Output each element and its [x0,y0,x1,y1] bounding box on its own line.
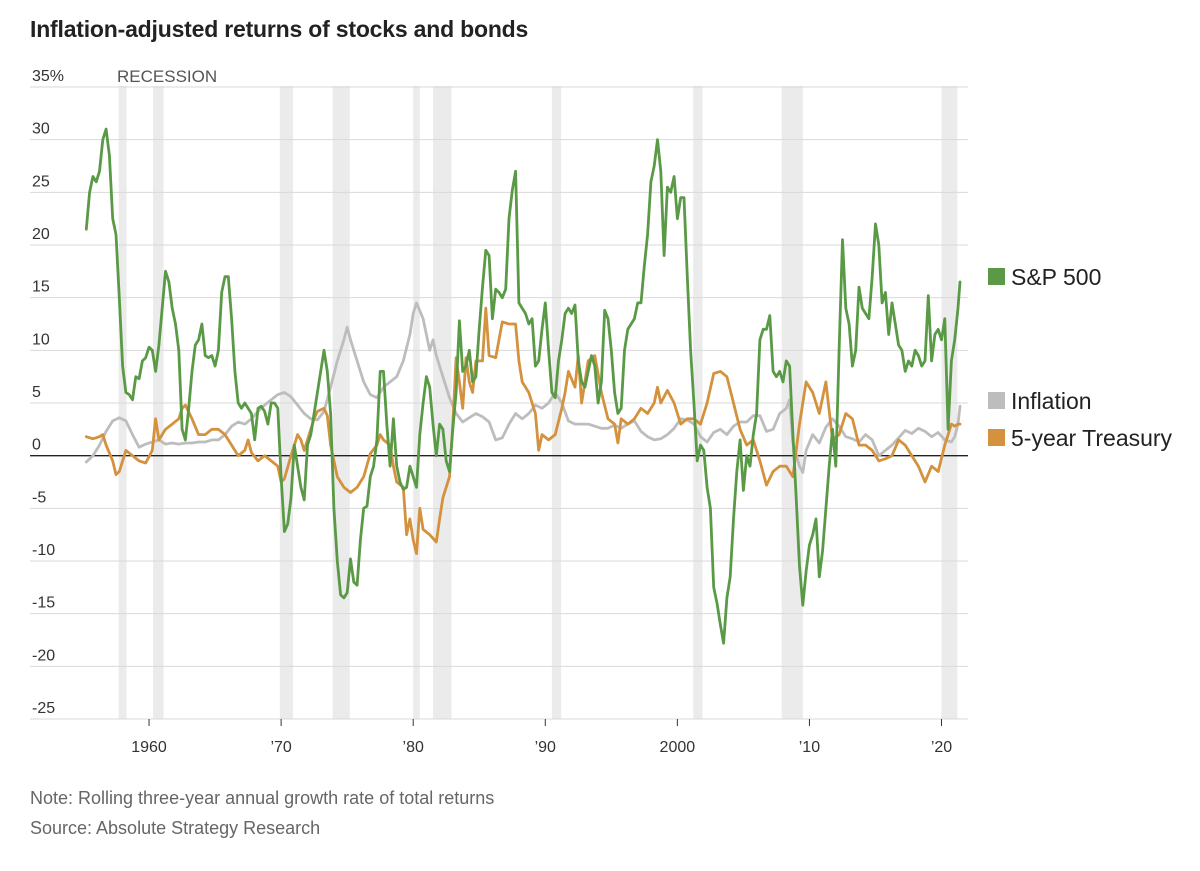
y-tick-label: 30 [32,121,50,138]
y-tick-label: 10 [32,331,50,348]
legend-swatch-5-year-treasury [988,429,1005,446]
y-tick-label: 25 [32,173,50,190]
chart-source: Source: Absolute Strategy Research [30,818,321,838]
y-tick-label: -10 [32,542,55,559]
legend-swatch-inflation [988,392,1005,409]
recession-label: RECESSION [117,67,217,86]
y-tick-label: -25 [32,700,55,717]
legend-label-5-year-treasury: 5-year Treasury [1011,425,1173,451]
series-line-inflation [84,301,962,474]
series-lines [84,127,962,645]
x-tick-label: ’70 [270,739,291,756]
x-tick-label: ’80 [403,739,424,756]
x-tick-label: ’10 [799,739,820,756]
y-tick-label: 15 [32,279,50,296]
recession-bands: RECESSION [117,67,958,719]
y-tick-label: -5 [32,489,46,506]
chart-title: Inflation-adjusted returns of stocks and… [30,16,529,42]
y-axis-ticks: 35% 30 25 20 15 10 5 0 -5 -10 -15 -20 -25 [32,68,64,717]
y-tick-label: 0 [32,437,41,454]
gridlines [30,86,968,720]
legend-label-inflation: Inflation [1011,388,1092,414]
y-tick-label: -15 [32,595,55,612]
y-tick-label: 20 [32,226,50,243]
legend-swatch-s-p-500 [988,268,1005,285]
legend-label-s-p-500: S&P 500 [1011,264,1101,290]
y-tick-label: -20 [32,647,55,664]
legend: S&P 500 Inflation 5-year Treasury [988,264,1173,451]
y-tick-label: 5 [32,384,41,401]
x-tick-label: ’90 [535,739,556,756]
x-axis-ticks: 1960 ’70 ’80 ’90 2000 ’10 ’20 [131,719,952,756]
x-tick-label: 1960 [131,739,167,756]
x-tick-label: 2000 [660,739,696,756]
y-tick-label: 35% [32,68,64,85]
x-tick-label: ’20 [931,739,952,756]
chart-note: Note: Rolling three-year annual growth r… [30,788,495,808]
series-line-s-p-500 [84,127,962,645]
